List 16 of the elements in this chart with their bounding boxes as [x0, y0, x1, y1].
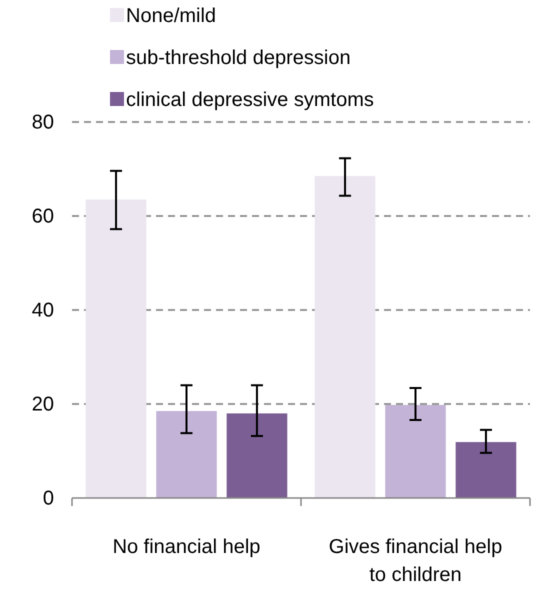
bar [314, 176, 376, 498]
bar [156, 411, 217, 498]
y-tick-label: 0 [42, 487, 54, 510]
x-tick-label: No financial help [112, 536, 260, 558]
bar [385, 404, 446, 498]
legend-label: sub-threshold depression [126, 47, 351, 69]
y-tick-label: 20 [32, 393, 54, 416]
bar [226, 413, 288, 498]
legend-label: None/mild [126, 5, 216, 27]
y-tick-label: 60 [32, 205, 54, 228]
legend-label: clinical depressive symtoms [126, 89, 374, 111]
y-tick-label: 40 [32, 299, 54, 322]
bar [86, 200, 146, 498]
x-tick-label: Gives financial help to children [328, 536, 502, 586]
bar [456, 442, 516, 498]
y-tick-label: 80 [32, 111, 54, 134]
